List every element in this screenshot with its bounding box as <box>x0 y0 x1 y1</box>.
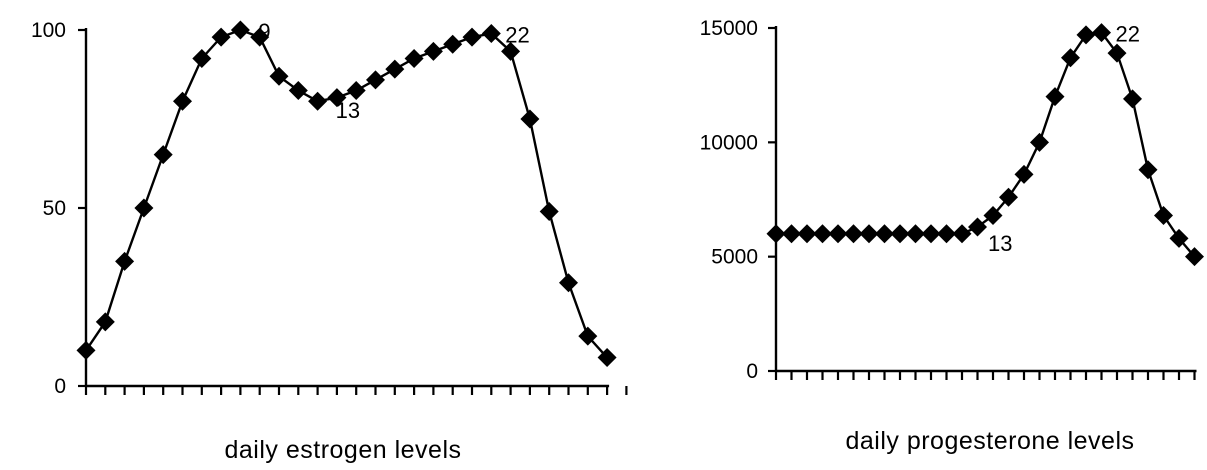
estrogen-data-point <box>366 70 385 90</box>
estrogen-data-point <box>192 48 212 68</box>
progesterone-y-tick-label: 0 <box>746 360 758 383</box>
estrogen-y-tick-label: 0 <box>54 375 66 398</box>
progesterone-data-point <box>828 224 848 244</box>
progesterone-chart: 0 5000 10000 15000 13 22 daily progesterone … <box>700 17 1204 455</box>
progesterone-series <box>766 23 1204 267</box>
progesterone-data-point <box>1030 132 1049 152</box>
estrogen-data-point <box>462 27 482 47</box>
estrogen-data-point <box>308 91 328 111</box>
progesterone-data-point <box>875 224 894 244</box>
progesterone-data-point <box>1123 89 1142 109</box>
estrogen-data-point <box>115 251 135 271</box>
progesterone-data-point <box>952 224 972 244</box>
estrogen-data-point <box>250 27 270 47</box>
estrogen-data-point <box>153 145 173 165</box>
estrogen-data-point <box>423 41 443 61</box>
estrogen-data-point <box>385 59 405 79</box>
progesterone-data-point <box>1169 228 1189 248</box>
progesterone-x-axis-label: daily progesterone levels <box>845 427 1134 455</box>
progesterone-axes: 0 5000 10000 15000 <box>700 17 1197 383</box>
progesterone-data-point <box>1185 247 1204 267</box>
progesterone-data-point <box>1061 48 1080 68</box>
progesterone-data-point <box>890 224 910 244</box>
progesterone-data-point <box>1045 87 1065 107</box>
progesterone-data-point <box>906 224 925 244</box>
estrogen-day-annotation: 22 <box>505 23 529 48</box>
estrogen-data-point <box>76 340 96 360</box>
progesterone-data-point <box>1107 43 1127 63</box>
estrogen-y-tick-label: 100 <box>31 19 66 42</box>
estrogen-axes: 0 50 100 <box>31 19 628 398</box>
estrogen-data-point <box>269 66 289 86</box>
progesterone-data-point <box>797 224 817 244</box>
progesterone-y-tick-label: 10000 <box>700 131 758 154</box>
progesterone-day-annotation: 22 <box>1116 22 1140 47</box>
estrogen-day-annotation: 9 <box>258 19 270 44</box>
estrogen-day-annotation: 13 <box>336 98 360 123</box>
estrogen-data-point <box>230 20 250 40</box>
estrogen-data-point <box>211 27 231 47</box>
progesterone-data-point <box>921 224 941 244</box>
progesterone-data-point <box>859 224 879 244</box>
estrogen-series <box>76 20 617 368</box>
progesterone-y-tick-label: 15000 <box>700 17 758 40</box>
estrogen-annotations: 9 13 22 <box>258 19 529 123</box>
estrogen-data-point <box>327 88 347 108</box>
estrogen-data-point <box>288 81 308 101</box>
progesterone-day-annotation: 13 <box>988 231 1012 256</box>
estrogen-data-point <box>404 48 424 68</box>
progesterone-data-point <box>968 217 987 237</box>
estrogen-data-point <box>520 109 540 129</box>
estrogen-data-point <box>173 91 192 111</box>
progesterone-data-point <box>813 224 832 244</box>
progesterone-y-tick-label: 5000 <box>711 246 758 269</box>
estrogen-data-point <box>559 273 578 293</box>
estrogen-data-point <box>539 202 559 222</box>
estrogen-data-point <box>443 34 463 54</box>
progesterone-data-point <box>766 224 786 244</box>
estrogen-data-point <box>134 198 154 218</box>
progesterone-data-point <box>999 187 1018 207</box>
estrogen-data-point <box>501 41 521 61</box>
progesterone-data-point <box>844 224 863 244</box>
estrogen-series-line <box>85 28 608 359</box>
estrogen-x-axis-label: daily estrogen levels <box>224 436 461 464</box>
progesterone-data-point <box>1076 25 1096 45</box>
estrogen-y-tick-label: 50 <box>43 197 66 220</box>
progesterone-data-point <box>1092 23 1111 43</box>
progesterone-annotations: 13 22 <box>988 22 1140 256</box>
progesterone-data-point <box>782 224 801 244</box>
estrogen-chart: 0 50 100 9 13 22 daily estrogen levels <box>31 19 628 464</box>
estrogen-data-point <box>481 24 501 44</box>
progesterone-data-point <box>1154 206 1173 226</box>
progesterone-data-point <box>1014 164 1034 184</box>
estrogen-data-point <box>95 312 115 332</box>
progesterone-data-point <box>1138 160 1158 180</box>
estrogen-data-point <box>346 81 366 101</box>
progesterone-series-line <box>776 31 1196 258</box>
progesterone-data-point <box>983 206 1003 226</box>
estrogen-data-point <box>578 326 598 346</box>
estrogen-data-point <box>597 348 617 368</box>
progesterone-data-point <box>937 224 956 244</box>
